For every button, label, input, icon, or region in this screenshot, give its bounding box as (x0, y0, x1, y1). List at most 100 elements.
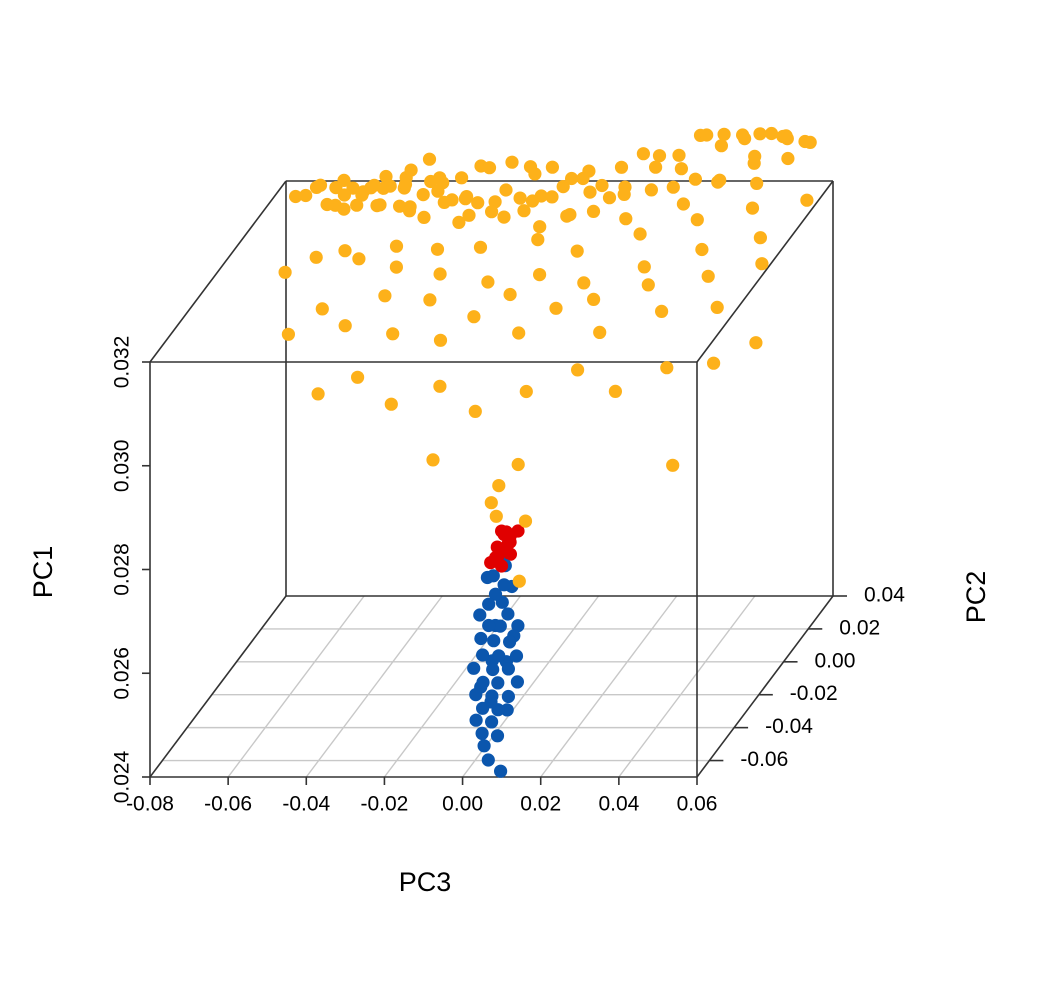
pc3-axis-title: PC3 (399, 867, 452, 897)
point-series3-45 (500, 703, 514, 717)
point-series1-30 (402, 204, 417, 218)
point-series1-152 (426, 453, 440, 467)
point-series1-138 (701, 269, 715, 283)
point-series1-53 (528, 167, 542, 181)
point-series1-135 (593, 325, 607, 339)
point-series2-11 (484, 556, 498, 570)
point-series1-68 (614, 160, 629, 174)
point-series1-16 (364, 181, 378, 195)
point-series1-107 (389, 260, 403, 274)
points-layer (278, 126, 817, 778)
pc2-tick-label-0: -0.06 (740, 748, 788, 771)
point-series1-66 (595, 178, 609, 193)
point-series1-70 (586, 204, 601, 218)
pc3-tick-label-4: 0.00 (442, 793, 483, 816)
point-series1-81 (666, 180, 680, 194)
point-series1-45 (462, 208, 476, 222)
point-series3-34 (475, 726, 489, 741)
point-series3-37 (481, 753, 495, 767)
point-series1-134 (587, 292, 601, 306)
point-series1-83 (688, 172, 703, 186)
point-series1-128 (423, 293, 437, 307)
point-series1-129 (433, 333, 448, 347)
pc1-tick-label-2: 0.028 (111, 543, 134, 596)
point-series1-89 (738, 132, 752, 146)
point-series1-60 (533, 220, 547, 234)
point-series1-84 (717, 127, 731, 141)
point-series1-76 (649, 160, 663, 174)
point-series1-41 (458, 192, 472, 206)
point-series1-126 (378, 289, 392, 303)
point-series1-55 (545, 160, 560, 174)
point-series2-4 (503, 535, 517, 549)
floor-grid (162, 595, 809, 778)
point-series1-112 (531, 233, 545, 247)
point-series1-114 (570, 244, 584, 258)
point-series3-32 (469, 713, 483, 727)
point-series1-103 (309, 250, 323, 264)
point-series3-30 (476, 701, 490, 715)
point-series1-127 (386, 327, 400, 341)
box-edge-bottom-left (149, 595, 287, 778)
point-series1-46 (488, 195, 502, 209)
point-series3-8 (482, 597, 496, 611)
point-series1-154 (666, 458, 680, 472)
point-series1-29 (416, 188, 430, 202)
point-series1-15 (350, 198, 364, 212)
point-series1-102 (278, 265, 292, 279)
point-series3-25 (491, 676, 505, 690)
point-series1-158 (518, 514, 533, 528)
point-series1-24 (404, 163, 418, 177)
point-series3-16 (487, 634, 501, 648)
point-series1-61 (565, 171, 579, 186)
point-series1-117 (637, 260, 651, 274)
point-series1-142 (351, 370, 365, 384)
point-series1-20 (370, 199, 384, 213)
point-series1-9 (337, 188, 351, 202)
point-series3-20 (509, 649, 524, 663)
point-series1-33 (417, 210, 431, 224)
point-series1-47 (505, 155, 519, 169)
point-series1-85 (676, 197, 691, 211)
point-series1-136 (641, 278, 655, 292)
point-series1-67 (583, 185, 597, 199)
pc2-tick-label-2: -0.02 (790, 682, 838, 705)
point-series3-4 (497, 578, 511, 592)
grid-line-pc3-6 (618, 595, 756, 778)
point-series1-86 (714, 139, 729, 153)
point-series1-122 (800, 193, 814, 207)
point-series1-155 (492, 479, 506, 493)
point-series1-123 (281, 327, 295, 341)
point-series1-79 (674, 162, 689, 176)
pc3-tick-label-6: 0.04 (598, 793, 639, 816)
point-series1-132 (512, 326, 526, 340)
point-series1-57 (525, 194, 540, 208)
point-series1-36 (455, 171, 469, 185)
point-series3-17 (503, 635, 517, 649)
point-series1-118 (690, 213, 704, 227)
point-series1-159 (512, 574, 526, 588)
point-series1-11 (337, 202, 351, 216)
point-series1-143 (384, 397, 398, 411)
point-series1-104 (338, 244, 352, 258)
pc2-tick-label-3: 0.00 (815, 649, 856, 672)
point-series1-3 (309, 180, 324, 194)
point-series1-133 (549, 301, 563, 315)
point-series1-13 (355, 188, 369, 202)
pc3-tick-label-5: 0.02 (520, 793, 561, 816)
point-series1-22 (383, 179, 397, 193)
point-series1-149 (660, 361, 674, 375)
point-series3-10 (473, 608, 487, 622)
point-series1-6 (329, 181, 343, 195)
point-series1-146 (519, 384, 533, 399)
pc3-tick-label-2: -0.04 (282, 793, 330, 816)
pc1-axis-title: PC1 (28, 546, 58, 599)
point-series1-148 (608, 384, 623, 398)
point-series1-82 (700, 128, 714, 142)
point-series1-75 (619, 212, 633, 226)
point-series1-74 (652, 149, 667, 163)
point-series1-5 (320, 197, 334, 212)
point-series3-15 (474, 631, 488, 646)
point-series3-6 (488, 587, 503, 601)
point-series3-33 (485, 715, 499, 729)
